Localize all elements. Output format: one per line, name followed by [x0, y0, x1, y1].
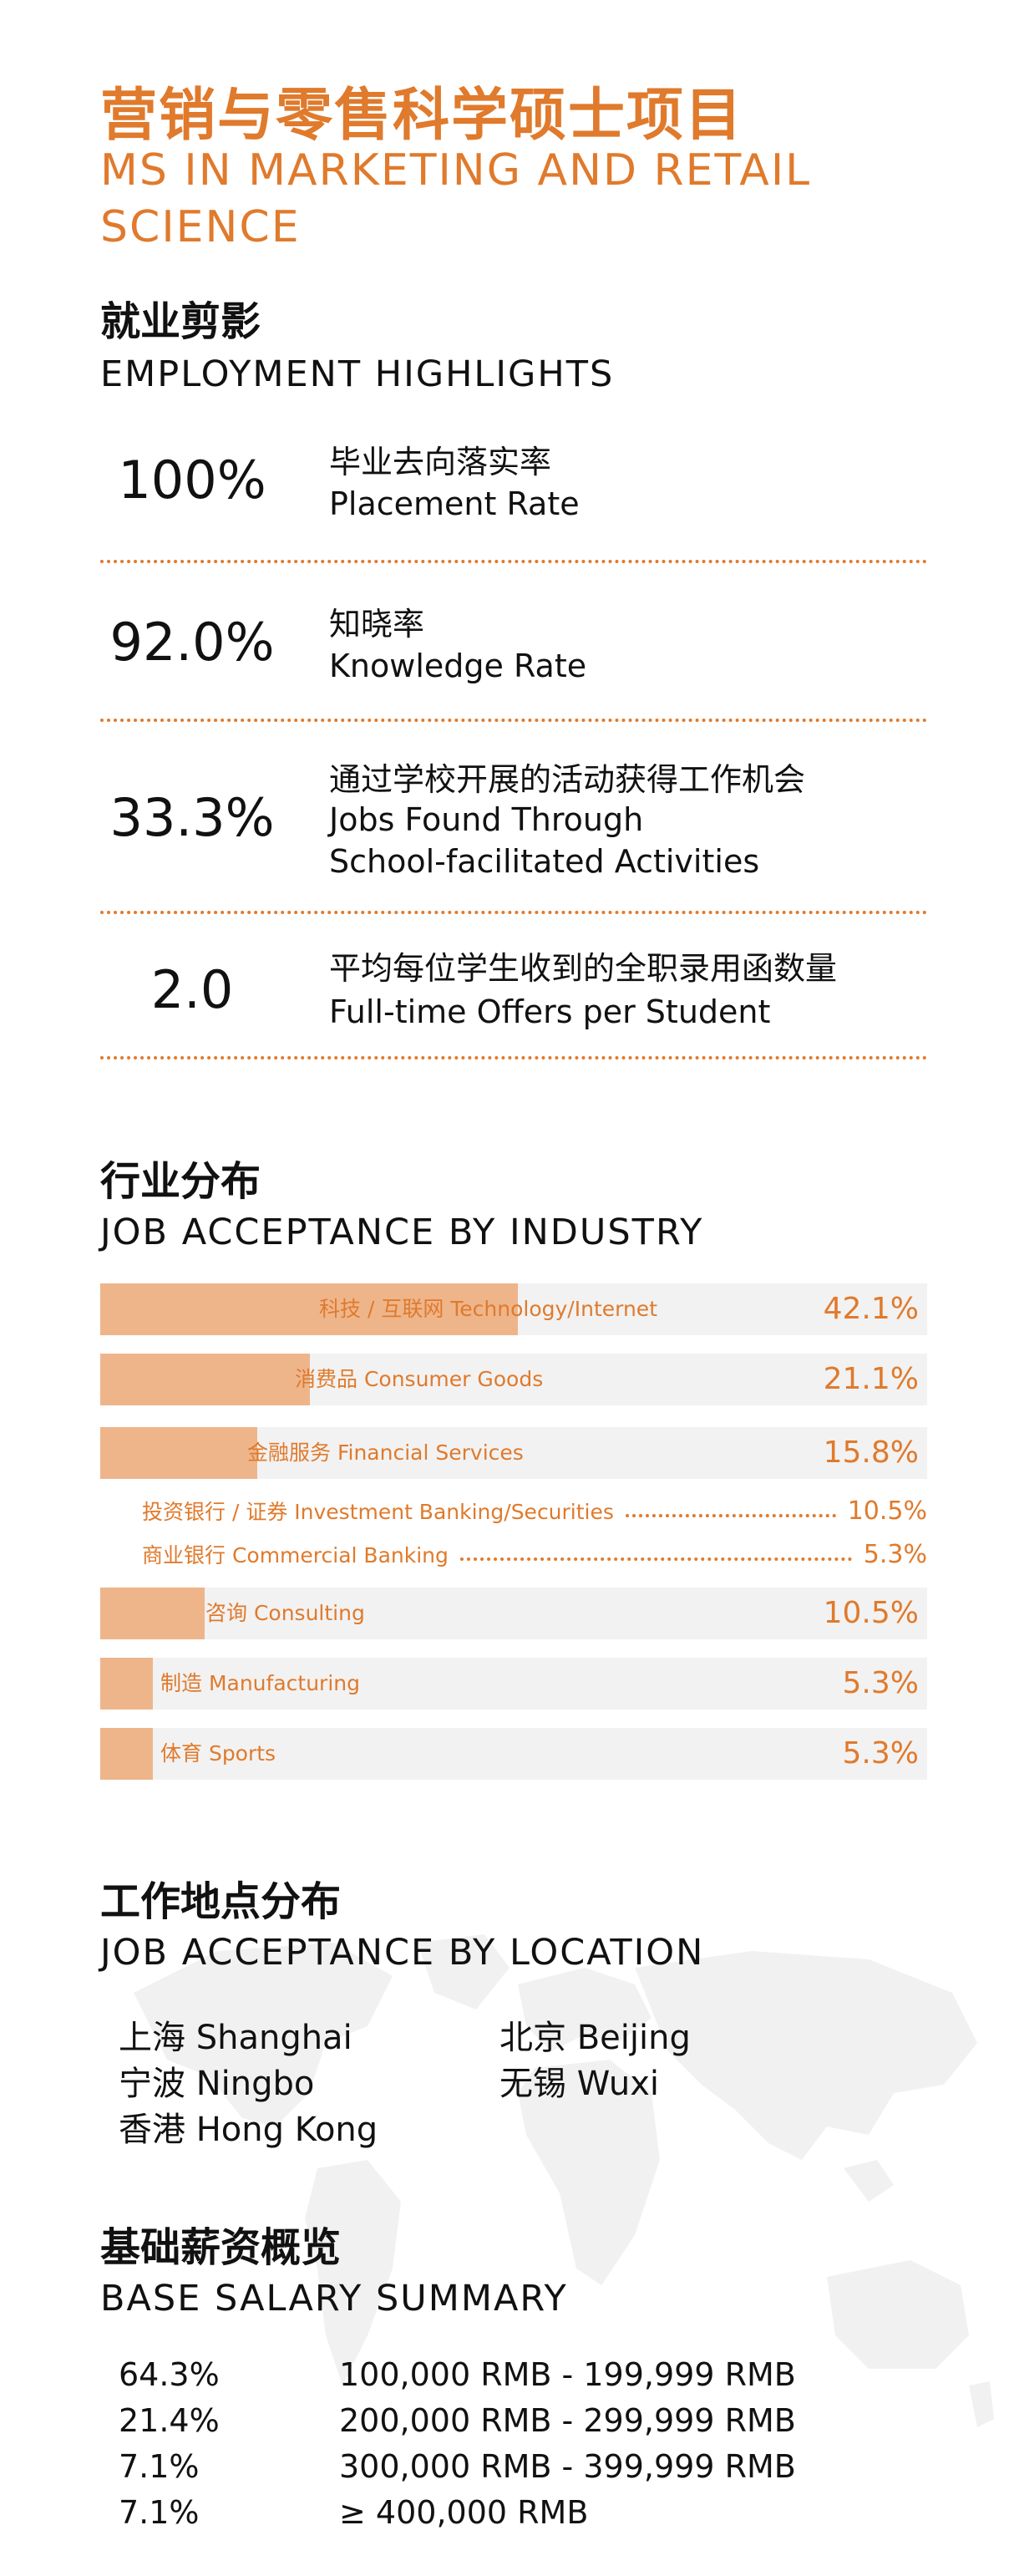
employment-title-cn: 就业剪影 — [100, 298, 261, 345]
bar-label: 体育 Sports — [160, 1741, 276, 1766]
location-beijing: 北京 Beijing — [499, 2019, 691, 2057]
stat-jobs-found-label-en-2: School-facilitated Activities — [329, 843, 760, 880]
stat-knowledge-value: 92.0% — [109, 612, 275, 673]
page-title-en: MS IN MARKETING AND RETAIL SCIENCE — [100, 145, 812, 252]
bar — [100, 1728, 153, 1780]
industry-title-en: JOB ACCEPTANCE BY INDUSTRY — [100, 1212, 704, 1253]
stat-offers-label-cn: 平均每位学生收到的全职录用函数量 — [329, 950, 838, 987]
bar-value-label: 42.1% — [823, 1292, 919, 1326]
bar-value-label: 10.5% — [823, 1596, 919, 1630]
stat-jobs-found-label-cn: 通过学校开展的活动获得工作机会 — [329, 761, 806, 798]
world-map-icon — [134, 1934, 994, 2427]
industry-title-cn: 行业分布 — [100, 1158, 261, 1205]
bar-label: 金融服务 Financial Services — [247, 1440, 524, 1465]
sub-item-value: 10.5% — [847, 1496, 927, 1526]
stat-knowledge-label-en: Knowledge Rate — [329, 648, 587, 684]
salary-range: 100,000 RMB - 199,999 RMB — [339, 2356, 796, 2393]
bar-row: 科技 / 互联网 Technology/Internet 42.1% — [100, 1283, 927, 1335]
bar-label: 科技 / 互联网 Technology/Internet — [319, 1297, 657, 1321]
salary-pct: 7.1% — [119, 2494, 200, 2531]
bar-label: 咨询 Consulting — [205, 1601, 365, 1625]
stat-placement-label-cn: 毕业去向落实率 — [329, 444, 552, 480]
bar — [100, 1354, 310, 1405]
leader-dots — [625, 1514, 836, 1517]
bar-row: 咨询 Consulting 10.5% — [100, 1588, 927, 1639]
salary-title-en: BASE SALARY SUMMARY — [100, 2278, 568, 2319]
sub-item-investment-banking: 投资银行 / 证券 Investment Banking/Securities … — [142, 1494, 927, 1527]
bar-row: 制造 Manufacturing 5.3% — [100, 1658, 927, 1710]
location-title-cn: 工作地点分布 — [100, 1878, 342, 1925]
divider — [100, 719, 927, 722]
salary-pct: 21.4% — [119, 2402, 220, 2439]
bar-row: 体育 Sports 5.3% — [100, 1728, 927, 1780]
salary-range: 300,000 RMB - 399,999 RMB — [339, 2448, 796, 2485]
divider — [100, 560, 927, 563]
salary-pct: 7.1% — [119, 2448, 200, 2485]
location-wuxi: 无锡 Wuxi — [499, 2065, 659, 2103]
salary-range: 200,000 RMB - 299,999 RMB — [339, 2402, 796, 2439]
leader-dots — [459, 1557, 852, 1561]
bar-row: 金融服务 Financial Services 15.8% — [100, 1427, 927, 1479]
location-title-en: JOB ACCEPTANCE BY LOCATION — [100, 1932, 705, 1974]
divider — [100, 911, 927, 914]
bar-value-label: 5.3% — [842, 1736, 919, 1771]
salary-title-cn: 基础薪资概览 — [100, 2224, 342, 2271]
bar — [100, 1427, 257, 1479]
stat-knowledge-label-cn: 知晓率 — [329, 606, 425, 643]
bar — [100, 1588, 205, 1639]
location-ningbo: 宁波 Ningbo — [119, 2065, 315, 2103]
divider — [100, 1056, 927, 1059]
sub-item-label: 商业银行 Commercial Banking — [142, 1543, 449, 1567]
stat-jobs-found-value: 33.3% — [109, 787, 275, 848]
stat-jobs-found-label-en-1: Jobs Found Through — [329, 801, 644, 838]
bar — [100, 1283, 519, 1335]
sub-item-commercial-banking: 商业银行 Commercial Banking 5.3% — [142, 1537, 927, 1571]
page-title-cn: 营销与零售科学硕士项目 — [100, 83, 744, 149]
bar-label: 消费品 Consumer Goods — [295, 1367, 544, 1391]
bar-value-label: 21.1% — [823, 1362, 919, 1396]
sub-item-value: 5.3% — [863, 1539, 927, 1569]
salary-pct: 64.3% — [119, 2356, 220, 2393]
bar-value-label: 15.8% — [823, 1435, 919, 1470]
bar — [100, 1658, 153, 1710]
bar-label: 制造 Manufacturing — [160, 1671, 360, 1695]
bar-value-label: 5.3% — [842, 1666, 919, 1700]
employment-title-en: EMPLOYMENT HIGHLIGHTS — [100, 353, 615, 395]
bar-row: 消费品 Consumer Goods 21.1% — [100, 1354, 927, 1405]
stat-offers-value: 2.0 — [150, 959, 234, 1020]
location-hong-kong: 香港 Hong Kong — [119, 2111, 378, 2149]
location-shanghai: 上海 Shanghai — [119, 2019, 352, 2057]
sub-item-label: 投资银行 / 证券 Investment Banking/Securities — [142, 1500, 614, 1524]
stat-offers-label-en: Full-time Offers per Student — [329, 993, 771, 1030]
stat-placement-label-en: Placement Rate — [329, 485, 580, 522]
stat-placement-value: 100% — [118, 450, 266, 511]
salary-range: ≥ 400,000 RMB — [339, 2494, 589, 2531]
